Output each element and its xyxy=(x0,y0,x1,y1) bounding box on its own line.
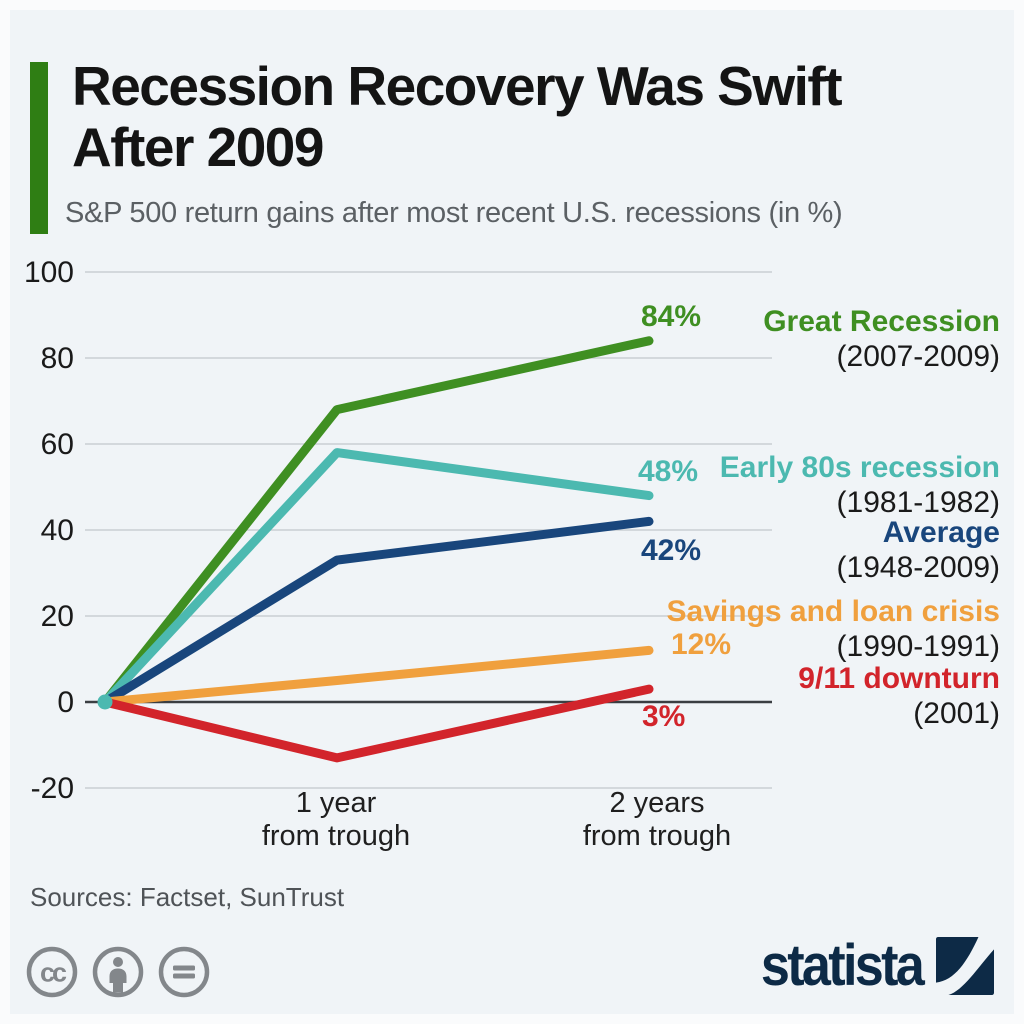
legend-great-recession: Great Recession (2007-2009) xyxy=(763,304,1000,374)
x-axis-label-2-years: 2 years from trough xyxy=(547,787,767,853)
page-title: Recession Recovery Was Swift After 2009 xyxy=(72,55,843,178)
legend-period: (1948-2009) xyxy=(836,551,1000,584)
series-lines xyxy=(97,336,654,763)
legend-period: (2007-2009) xyxy=(836,340,1000,373)
chart-subtitle: S&P 500 return gains after most recent U… xyxy=(65,197,843,229)
legend-name: 9/11 downturn xyxy=(798,662,1000,695)
legend-savings-and-loan: Savings and loan crisis (1990-1991) xyxy=(667,594,1000,664)
x-axis-label-1-year: 1 year from trough xyxy=(226,787,446,853)
value-label-savings-and-loan: 12% xyxy=(671,628,732,661)
legend-name: Average xyxy=(882,516,1000,549)
cc-license-icon: cc xyxy=(26,946,78,998)
series-line-savings-and-loan-crisis xyxy=(100,645,654,707)
value-label-9-11-downturn: 3% xyxy=(642,700,686,733)
statista-logo: statista xyxy=(743,932,994,999)
y-tick-label-100: 100 xyxy=(24,256,74,289)
legend-name: Savings and loan crisis xyxy=(666,595,1000,628)
series-line-9-11-downturn xyxy=(100,684,654,763)
value-label-early-80s-recession: 48% xyxy=(638,455,699,488)
x-label-line: 1 year xyxy=(295,787,377,819)
y-tick-label--20: -20 xyxy=(31,772,74,805)
statista-logo-mark xyxy=(936,936,994,995)
x-label-line: from trough xyxy=(582,820,732,852)
origin-point-marker xyxy=(97,694,113,710)
legend-period: (1981-1982) xyxy=(836,486,1000,519)
legend-name: Great Recession xyxy=(763,305,1000,338)
series-line-average xyxy=(100,516,654,707)
attribution-icon xyxy=(92,946,144,998)
y-tick-label-80: 80 xyxy=(41,342,74,375)
series-line-early-80s-recession xyxy=(100,448,654,707)
legend-average: Average (1948-2009) xyxy=(837,515,1000,585)
statista-wordmark: statista xyxy=(760,933,925,998)
value-label-average: 42% xyxy=(641,534,702,567)
legend-period: (1990-1991) xyxy=(836,630,1000,663)
title-line-2: After 2009 xyxy=(72,116,324,178)
legend-period: (2001) xyxy=(913,697,1000,730)
legend-early-80s-recession: Early 80s recession (1981-1982) xyxy=(720,450,1000,520)
cc-license-icons: cc xyxy=(25,945,211,999)
x-label-line: from trough xyxy=(261,820,411,852)
y-tick-label-60: 60 xyxy=(41,428,74,461)
y-axis-tick-labels: 100 80 60 40 20 0 -20 xyxy=(24,256,74,805)
legend-9-11-downturn: 9/11 downturn (2001) xyxy=(798,661,1000,731)
infographic: Recession Recovery Was Swift After 2009 … xyxy=(10,10,1014,1014)
title-accent-bar xyxy=(30,62,48,234)
sources-note: Sources: Factset, SunTrust xyxy=(30,882,345,912)
value-label-great-recession: 84% xyxy=(641,300,702,333)
y-tick-label-40: 40 xyxy=(41,514,74,547)
x-label-line: 2 years xyxy=(609,787,705,819)
title-line-1: Recession Recovery Was Swift xyxy=(72,55,843,117)
y-tick-label-0: 0 xyxy=(57,686,74,719)
svg-text:cc: cc xyxy=(40,958,67,988)
series-line-great-recession xyxy=(100,336,654,707)
no-derivatives-icon xyxy=(158,946,210,998)
y-tick-label-20: 20 xyxy=(41,600,74,633)
legend-name: Early 80s recession xyxy=(719,451,1000,484)
